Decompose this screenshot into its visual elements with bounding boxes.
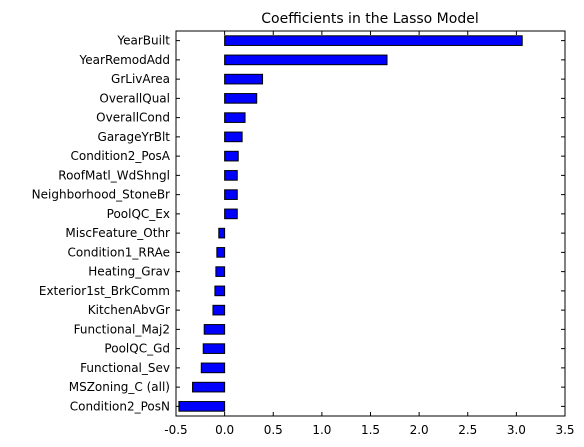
bar-6 bbox=[224, 150, 239, 162]
category-label: GrLivArea bbox=[111, 72, 170, 86]
x-tick-label: 3.5 bbox=[555, 423, 574, 437]
plot-frame bbox=[175, 30, 566, 417]
bar-19 bbox=[178, 401, 226, 412]
bar-5 bbox=[224, 131, 243, 143]
x-tick-label: 2.0 bbox=[410, 423, 429, 437]
x-tick-label: 1.0 bbox=[312, 423, 331, 437]
category-labels: YearBuilt YearRemodAdd GrLivArea OverallQua… bbox=[32, 34, 565, 413]
x-tick-label: 0.0 bbox=[215, 423, 234, 437]
x-tick-label: 0.5 bbox=[264, 423, 283, 437]
bar-0 bbox=[224, 35, 523, 46]
x-tick-label: -0.5 bbox=[164, 423, 187, 437]
bar-17 bbox=[200, 362, 226, 374]
category-label: KitchenAbvGr bbox=[88, 303, 170, 317]
bar-14 bbox=[212, 304, 226, 316]
category-label: GarageYrBlt bbox=[98, 130, 171, 144]
category-label: MSZoning_C (all) bbox=[69, 380, 170, 394]
bars-layer bbox=[178, 35, 523, 412]
category-label: MiscFeature_Othr bbox=[65, 226, 170, 240]
category-label: Heating_Grav bbox=[88, 265, 170, 279]
chart-title: Coefficients in the Lasso Model bbox=[261, 11, 478, 27]
category-label: Exterior1st_BrkComm bbox=[39, 284, 170, 298]
bar-15 bbox=[203, 324, 226, 335]
bar-8 bbox=[224, 189, 238, 200]
category-label: Condition1_RRAe bbox=[68, 245, 170, 259]
bar-3 bbox=[224, 93, 258, 104]
bar-4 bbox=[224, 112, 246, 123]
bar-7 bbox=[224, 170, 238, 181]
category-label: Condition2_PosN bbox=[70, 399, 170, 413]
category-label: Neighborhood_StoneBr bbox=[32, 188, 170, 202]
bar-16 bbox=[202, 343, 226, 354]
category-label: PoolQC_Gd bbox=[104, 342, 170, 356]
bar-1 bbox=[224, 54, 388, 66]
x-tick-label: 2.5 bbox=[458, 423, 477, 437]
category-label: YearBuilt bbox=[116, 34, 170, 48]
bar-10 bbox=[218, 227, 226, 239]
bar-13 bbox=[214, 285, 226, 297]
bar-12 bbox=[215, 266, 226, 277]
bar-2 bbox=[224, 73, 264, 85]
x-tick-label: 3.0 bbox=[507, 423, 526, 437]
category-label: Functional_Sev bbox=[80, 361, 170, 375]
x-tick-label: 1.5 bbox=[361, 423, 380, 437]
category-label: OverallQual bbox=[99, 91, 170, 105]
category-label: OverallCond bbox=[96, 111, 170, 125]
category-label: Functional_Maj2 bbox=[74, 322, 170, 336]
x-axis-ticks: -0.5 0.0 0.5 1.0 1.5 2.0 2.5 3.0 3.5 bbox=[164, 31, 575, 437]
bar-11 bbox=[216, 247, 226, 258]
category-label: YearRemodAdd bbox=[79, 53, 170, 67]
bar-9 bbox=[224, 208, 238, 220]
category-label: Condition2_PosA bbox=[70, 149, 170, 163]
bar-18 bbox=[192, 381, 226, 393]
category-label: RoofMatl_WdShngl bbox=[58, 168, 170, 182]
category-label: PoolQC_Ex bbox=[107, 207, 170, 221]
